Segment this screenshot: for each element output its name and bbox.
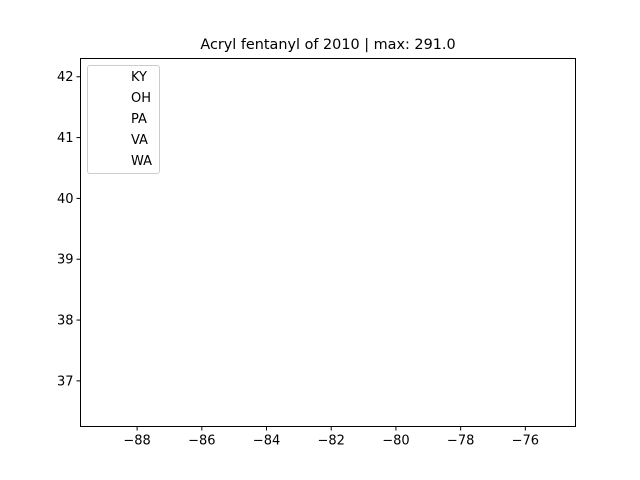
legend-entry: KY [131,70,147,85]
y-tick-label: 41 [57,131,74,146]
legend-entry: OH [131,91,151,106]
y-tick-label: 38 [57,314,74,329]
x-tick-label: −76 [512,434,539,449]
legend: KY OH PA VA WA [88,66,160,174]
x-tick-label: −86 [188,434,215,449]
x-tick-label: −82 [318,434,345,449]
chart-title: Acryl fentanyl of 2010 | max: 291.0 [200,37,455,53]
x-tick-label: −88 [123,434,150,449]
x-tick-label: −84 [253,434,280,449]
y-tick-label: 40 [57,192,74,207]
legend-entry: WA [131,154,152,169]
legend-entry: PA [131,112,147,127]
y-tick-label: 42 [57,70,74,85]
legend-entry: VA [131,133,148,148]
x-tick-label: −78 [447,434,474,449]
x-tick-label: −80 [382,434,409,449]
x-axis: −88 −86 −84 −82 −80 −78 −76 [123,427,539,449]
y-tick-label: 39 [57,253,74,268]
y-tick-label: 37 [57,374,74,389]
y-axis: 37 38 39 40 41 42 [57,70,81,389]
